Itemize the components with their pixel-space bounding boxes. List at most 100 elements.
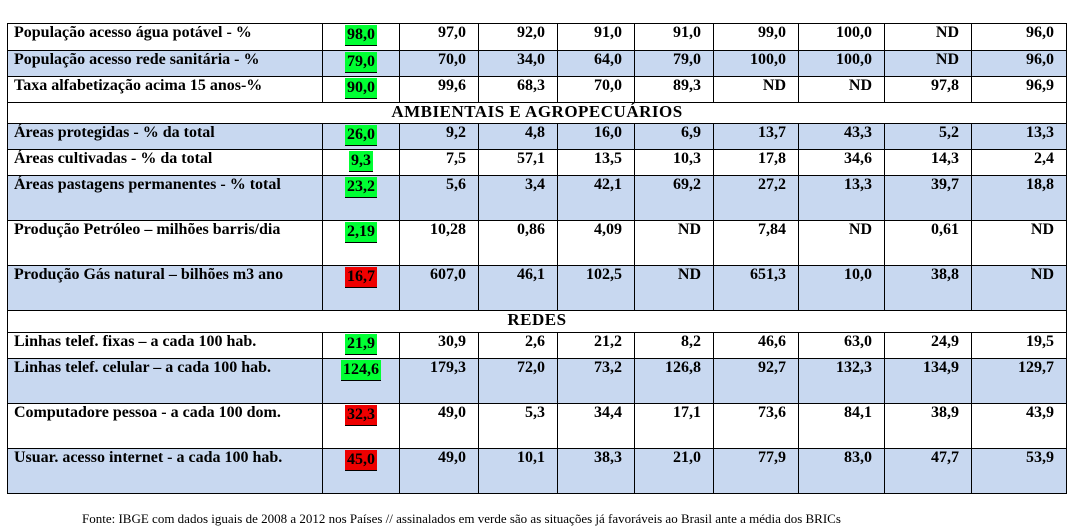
table-row: Taxa alfabetização acima 15 anos-% 90,0 99… [7, 76, 1067, 103]
value-cell: 91,0 [557, 23, 635, 51]
value-cell: ND [884, 50, 972, 77]
section-header-row: REDES [7, 310, 1067, 333]
value-cell: 57,1 [478, 149, 558, 176]
value-cell: 651,3 [713, 265, 799, 311]
value-cell: 9,2 [399, 123, 479, 150]
value-cell: 49,0 [399, 403, 479, 449]
value-cell: 79,0 [634, 50, 714, 77]
indicator-label: Usuar. acesso internet - a cada 100 hab. [7, 448, 323, 494]
value-cell: 34,6 [798, 149, 885, 176]
value-cell: 607,0 [399, 265, 479, 311]
table-row: População acesso rede sanitária - % 79,0 7… [7, 50, 1067, 77]
value-cell: 96,9 [971, 76, 1067, 103]
value-cell: 96,0 [971, 50, 1067, 77]
value-cell: 46,6 [713, 332, 799, 359]
indicator-label: Produção Petróleo – milhões barris/dia [7, 220, 323, 266]
value-cell: 13,5 [557, 149, 635, 176]
indicator-label: Áreas pastagens permanentes - % total [7, 175, 323, 221]
value-cell: 5,2 [884, 123, 972, 150]
value-cell: 46,1 [478, 265, 558, 311]
value-cell: 89,3 [634, 76, 714, 103]
value-cell: 70,0 [399, 50, 479, 77]
value-cell: 27,2 [713, 175, 799, 221]
indicators-table: População acesso água potável - % 98,0 97,… [7, 23, 1067, 494]
brazil-cell: 21,9 [322, 332, 400, 359]
value-cell: 21,2 [557, 332, 635, 359]
value-cell: ND [971, 220, 1067, 266]
value-cell: 38,9 [884, 403, 972, 449]
value-cell: 8,2 [634, 332, 714, 359]
table-row: Usuar. acesso internet - a cada 100 hab.… [7, 448, 1067, 494]
table-row: Produção Petróleo – milhões barris/dia 2,… [7, 220, 1067, 266]
value-cell: 17,1 [634, 403, 714, 449]
indicator-label: População acesso água potável - % [7, 23, 323, 51]
value-cell: 38,3 [557, 448, 635, 494]
value-cell: 100,0 [798, 50, 885, 77]
brazil-cell: 16,7 [322, 265, 400, 311]
value-cell: 39,7 [884, 175, 972, 221]
indicator-label: Linhas telef. fixas – a cada 100 hab. [7, 332, 323, 359]
value-cell: 132,3 [798, 358, 885, 404]
value-cell: 16,0 [557, 123, 635, 150]
value-cell: 10,3 [634, 149, 714, 176]
indicator-label: Computadore pessoa - a cada 100 dom. [7, 403, 323, 449]
value-cell: 4,8 [478, 123, 558, 150]
section-title: AMBIENTAIS E AGROPECUÁRIOS [7, 102, 1067, 124]
value-cell: 42,1 [557, 175, 635, 221]
brazil-cell: 45,0 [322, 448, 400, 494]
brazil-value-highlight: 9,3 [349, 151, 373, 172]
value-cell: 10,1 [478, 448, 558, 494]
value-cell: 100,0 [713, 50, 799, 77]
indicator-label: Áreas cultivadas - % da total [7, 149, 323, 176]
brazil-cell: 26,0 [322, 123, 400, 150]
value-cell: 97,0 [399, 23, 479, 51]
value-cell: 70,0 [557, 76, 635, 103]
value-cell: 129,7 [971, 358, 1067, 404]
value-cell: 14,3 [884, 149, 972, 176]
value-cell: 13,3 [971, 123, 1067, 150]
value-cell: ND [634, 265, 714, 311]
brazil-value-highlight: 16,7 [345, 267, 377, 288]
value-cell: 47,7 [884, 448, 972, 494]
value-cell: 13,3 [798, 175, 885, 221]
value-cell: 179,3 [399, 358, 479, 404]
value-cell: 24,9 [884, 332, 972, 359]
value-cell: 4,09 [557, 220, 635, 266]
indicator-label: Linhas telef. celular – a cada 100 hab. [7, 358, 323, 404]
brazil-cell: 32,3 [322, 403, 400, 449]
value-cell: 100,0 [798, 23, 885, 51]
value-cell: 34,4 [557, 403, 635, 449]
value-cell: 83,0 [798, 448, 885, 494]
value-cell: 0,61 [884, 220, 972, 266]
table-row: Linhas telef. fixas – a cada 100 hab. 21,… [7, 332, 1067, 359]
value-cell: 102,5 [557, 265, 635, 311]
value-cell: 99,0 [713, 23, 799, 51]
brazil-cell: 90,0 [322, 76, 400, 103]
indicator-label: Áreas protegidas - % da total [7, 123, 323, 150]
brazil-value-highlight: 124,6 [341, 360, 381, 381]
value-cell: 5,3 [478, 403, 558, 449]
value-cell: 63,0 [798, 332, 885, 359]
table-row: Áreas pastagens permanentes - % total 23,… [7, 175, 1067, 221]
value-cell: 43,3 [798, 123, 885, 150]
indicator-label: Taxa alfabetização acima 15 anos-% [7, 76, 323, 103]
table-row: Áreas cultivadas - % da total 9,3 7,5 57,1 1… [7, 149, 1067, 176]
value-cell: 49,0 [399, 448, 479, 494]
value-cell: 73,2 [557, 358, 635, 404]
brazil-value-highlight: 79,0 [345, 52, 377, 73]
value-cell: 7,5 [399, 149, 479, 176]
table-row: População acesso água potável - % 98,0 97,… [7, 23, 1067, 51]
value-cell: 92,7 [713, 358, 799, 404]
value-cell: ND [634, 220, 714, 266]
value-cell: ND [798, 220, 885, 266]
value-cell: 13,7 [713, 123, 799, 150]
table-row: Computadore pessoa - a cada 100 dom. 32,3… [7, 403, 1067, 449]
brazil-cell: 98,0 [322, 23, 400, 51]
brazil-value-highlight: 2,19 [345, 222, 377, 243]
brazil-cell: 124,6 [322, 358, 400, 404]
value-cell: 91,0 [634, 23, 714, 51]
value-cell: 7,84 [713, 220, 799, 266]
value-cell: 21,0 [634, 448, 714, 494]
value-cell: 92,0 [478, 23, 558, 51]
section-title: REDES [7, 310, 1067, 333]
